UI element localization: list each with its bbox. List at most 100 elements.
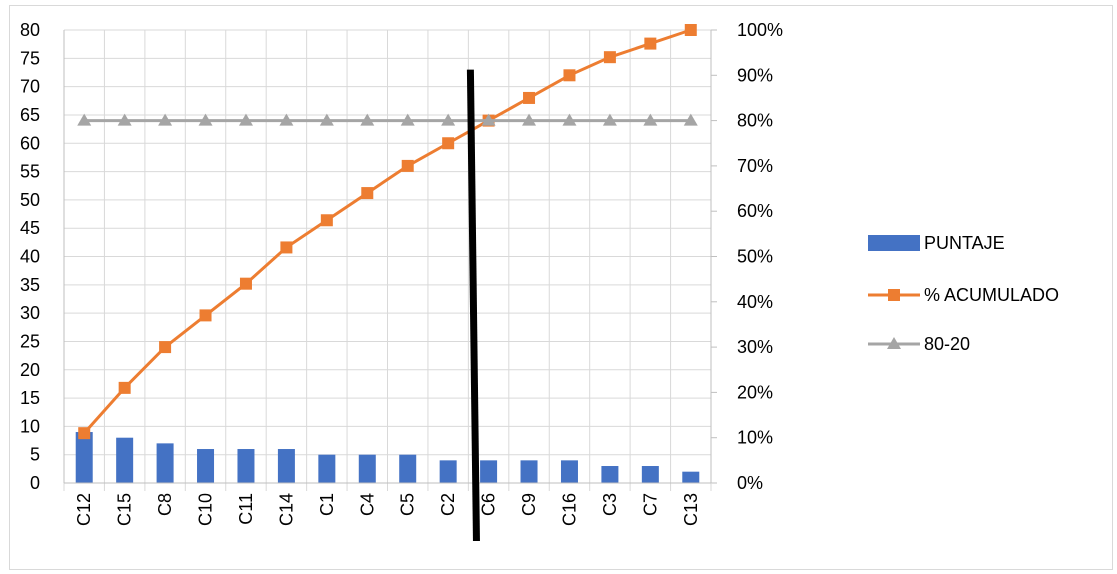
y-left-tick-label: 30 (20, 303, 40, 323)
y-left-tick-label: 25 (20, 331, 40, 351)
x-tick-label: C11 (236, 493, 256, 525)
y-left-tick-label: 5 (30, 445, 40, 465)
y-left-tick-label: 45 (20, 218, 40, 238)
legend-marker (888, 289, 900, 301)
data-point (562, 113, 577, 126)
y-left-tick-label: 50 (20, 190, 40, 210)
y-left-tick-label: 35 (20, 275, 40, 295)
data-point (644, 37, 657, 50)
data-point (158, 113, 173, 126)
bar (156, 443, 174, 483)
data-point (280, 241, 293, 254)
series-line (83, 28, 692, 435)
y-left-tick-label: 0 (30, 473, 40, 493)
data-point (117, 113, 132, 126)
x-tick-label: C10 (196, 493, 216, 526)
data-point (320, 214, 333, 227)
y-left-tick-label: 20 (20, 360, 40, 380)
bar (358, 454, 376, 483)
data-point (118, 381, 131, 394)
x-tick-label: C1 (317, 493, 337, 516)
y-right-tick-label: 40% (737, 292, 773, 312)
x-tick-label: C13 (681, 493, 701, 526)
bar (439, 460, 457, 483)
data-point (199, 309, 212, 322)
data-point (198, 113, 213, 126)
data-point (684, 24, 697, 36)
y-left-tick-label: 80 (20, 20, 40, 40)
data-point (683, 113, 698, 126)
bar (560, 460, 578, 483)
y-right-tick-label: 10% (737, 428, 773, 448)
bar (682, 471, 700, 483)
y-left-tick-label: 75 (20, 48, 40, 68)
bar (318, 454, 336, 483)
bar (197, 449, 215, 483)
y-right-tick-label: 50% (737, 247, 773, 267)
y-left-tick-label: 65 (20, 105, 40, 125)
data-point (522, 113, 537, 126)
y-left-tick-label: 40 (20, 247, 40, 267)
legend-label: PUNTAJE (924, 233, 1005, 253)
bar (75, 432, 93, 483)
y-right-tick-label: 20% (737, 382, 773, 402)
x-tick-label: C15 (115, 493, 135, 526)
y-right-tick-label: 30% (737, 337, 773, 357)
bar (641, 466, 659, 483)
x-tick-label: C9 (519, 493, 539, 516)
bar (520, 460, 538, 483)
y-right-tick-label: 80% (737, 111, 773, 131)
data-point (77, 113, 92, 126)
data-point (319, 113, 334, 126)
data-point (603, 51, 616, 64)
bar (116, 437, 134, 483)
y-left-tick-label: 55 (20, 162, 40, 182)
x-tick-label: C4 (357, 493, 377, 516)
bar (480, 460, 498, 483)
y-right-tick-label: 90% (737, 65, 773, 85)
data-point (238, 113, 253, 126)
data-point (401, 159, 414, 172)
data-point (643, 113, 658, 126)
y-left-tick-label: 70 (20, 77, 40, 97)
legend-marker (887, 337, 901, 349)
y-right-tick-label: 100% (737, 20, 783, 40)
x-tick-label: C12 (74, 493, 94, 526)
data-point (360, 113, 375, 126)
data-point (159, 341, 172, 354)
data-point (400, 113, 415, 126)
data-point (481, 113, 496, 126)
x-tick-label: C16 (559, 493, 579, 526)
data-point (523, 91, 536, 104)
x-tick-label: C8 (155, 493, 175, 516)
y-right-tick-label: 0% (737, 473, 763, 493)
x-tick-label: C14 (276, 493, 296, 526)
y-left-tick-label: 15 (20, 388, 40, 408)
bar (399, 454, 417, 483)
bar (277, 449, 295, 483)
data-point (602, 113, 617, 126)
data-point (563, 69, 576, 82)
x-tick-label: C3 (600, 493, 620, 516)
data-point (442, 137, 455, 150)
data-point (441, 113, 456, 126)
legend-label: % ACUMULADO (924, 285, 1059, 305)
legend-label: 80-20 (924, 334, 970, 354)
bar (237, 449, 255, 483)
y-right-tick-label: 70% (737, 156, 773, 176)
x-tick-label: C5 (398, 493, 418, 516)
data-point (361, 187, 374, 200)
data-point (78, 427, 91, 440)
y-left-tick-label: 10 (20, 416, 40, 436)
y-right-tick-label: 60% (737, 201, 773, 221)
bar (601, 466, 619, 483)
data-point (279, 113, 294, 126)
legend-swatch (868, 235, 920, 251)
x-tick-label: C6 (479, 493, 499, 516)
annotation-line (466, 69, 480, 542)
x-tick-label: C2 (438, 493, 458, 516)
x-tick-label: C7 (640, 493, 660, 516)
y-left-tick-label: 60 (20, 133, 40, 153)
data-point (239, 277, 252, 290)
